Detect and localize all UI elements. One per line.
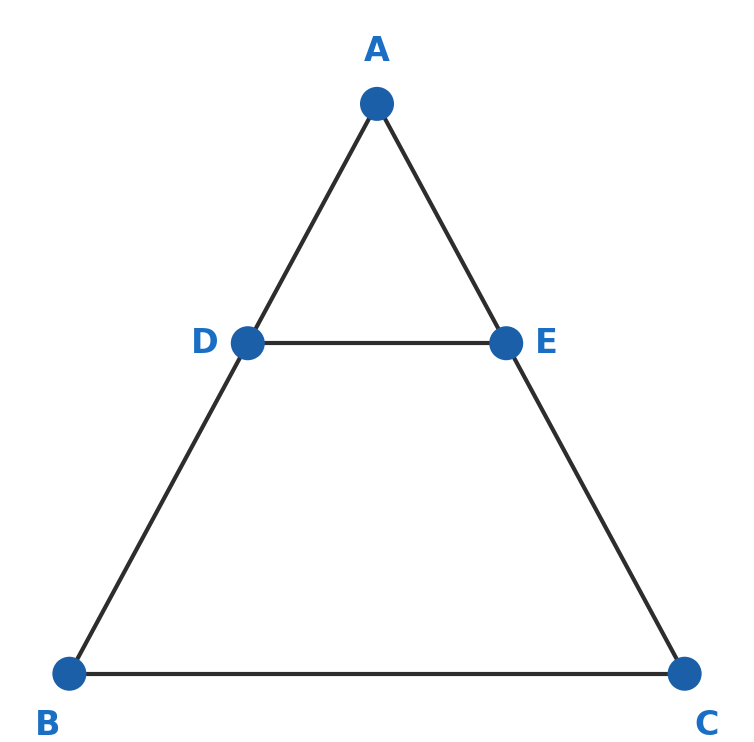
Text: B: B [35,709,60,742]
Point [500,338,512,349]
Text: E: E [535,326,558,360]
Text: D: D [191,326,219,360]
Point [242,338,254,349]
Point [679,668,691,680]
Text: C: C [694,709,719,742]
Point [63,668,75,680]
Point [371,98,383,110]
Text: A: A [364,36,390,68]
